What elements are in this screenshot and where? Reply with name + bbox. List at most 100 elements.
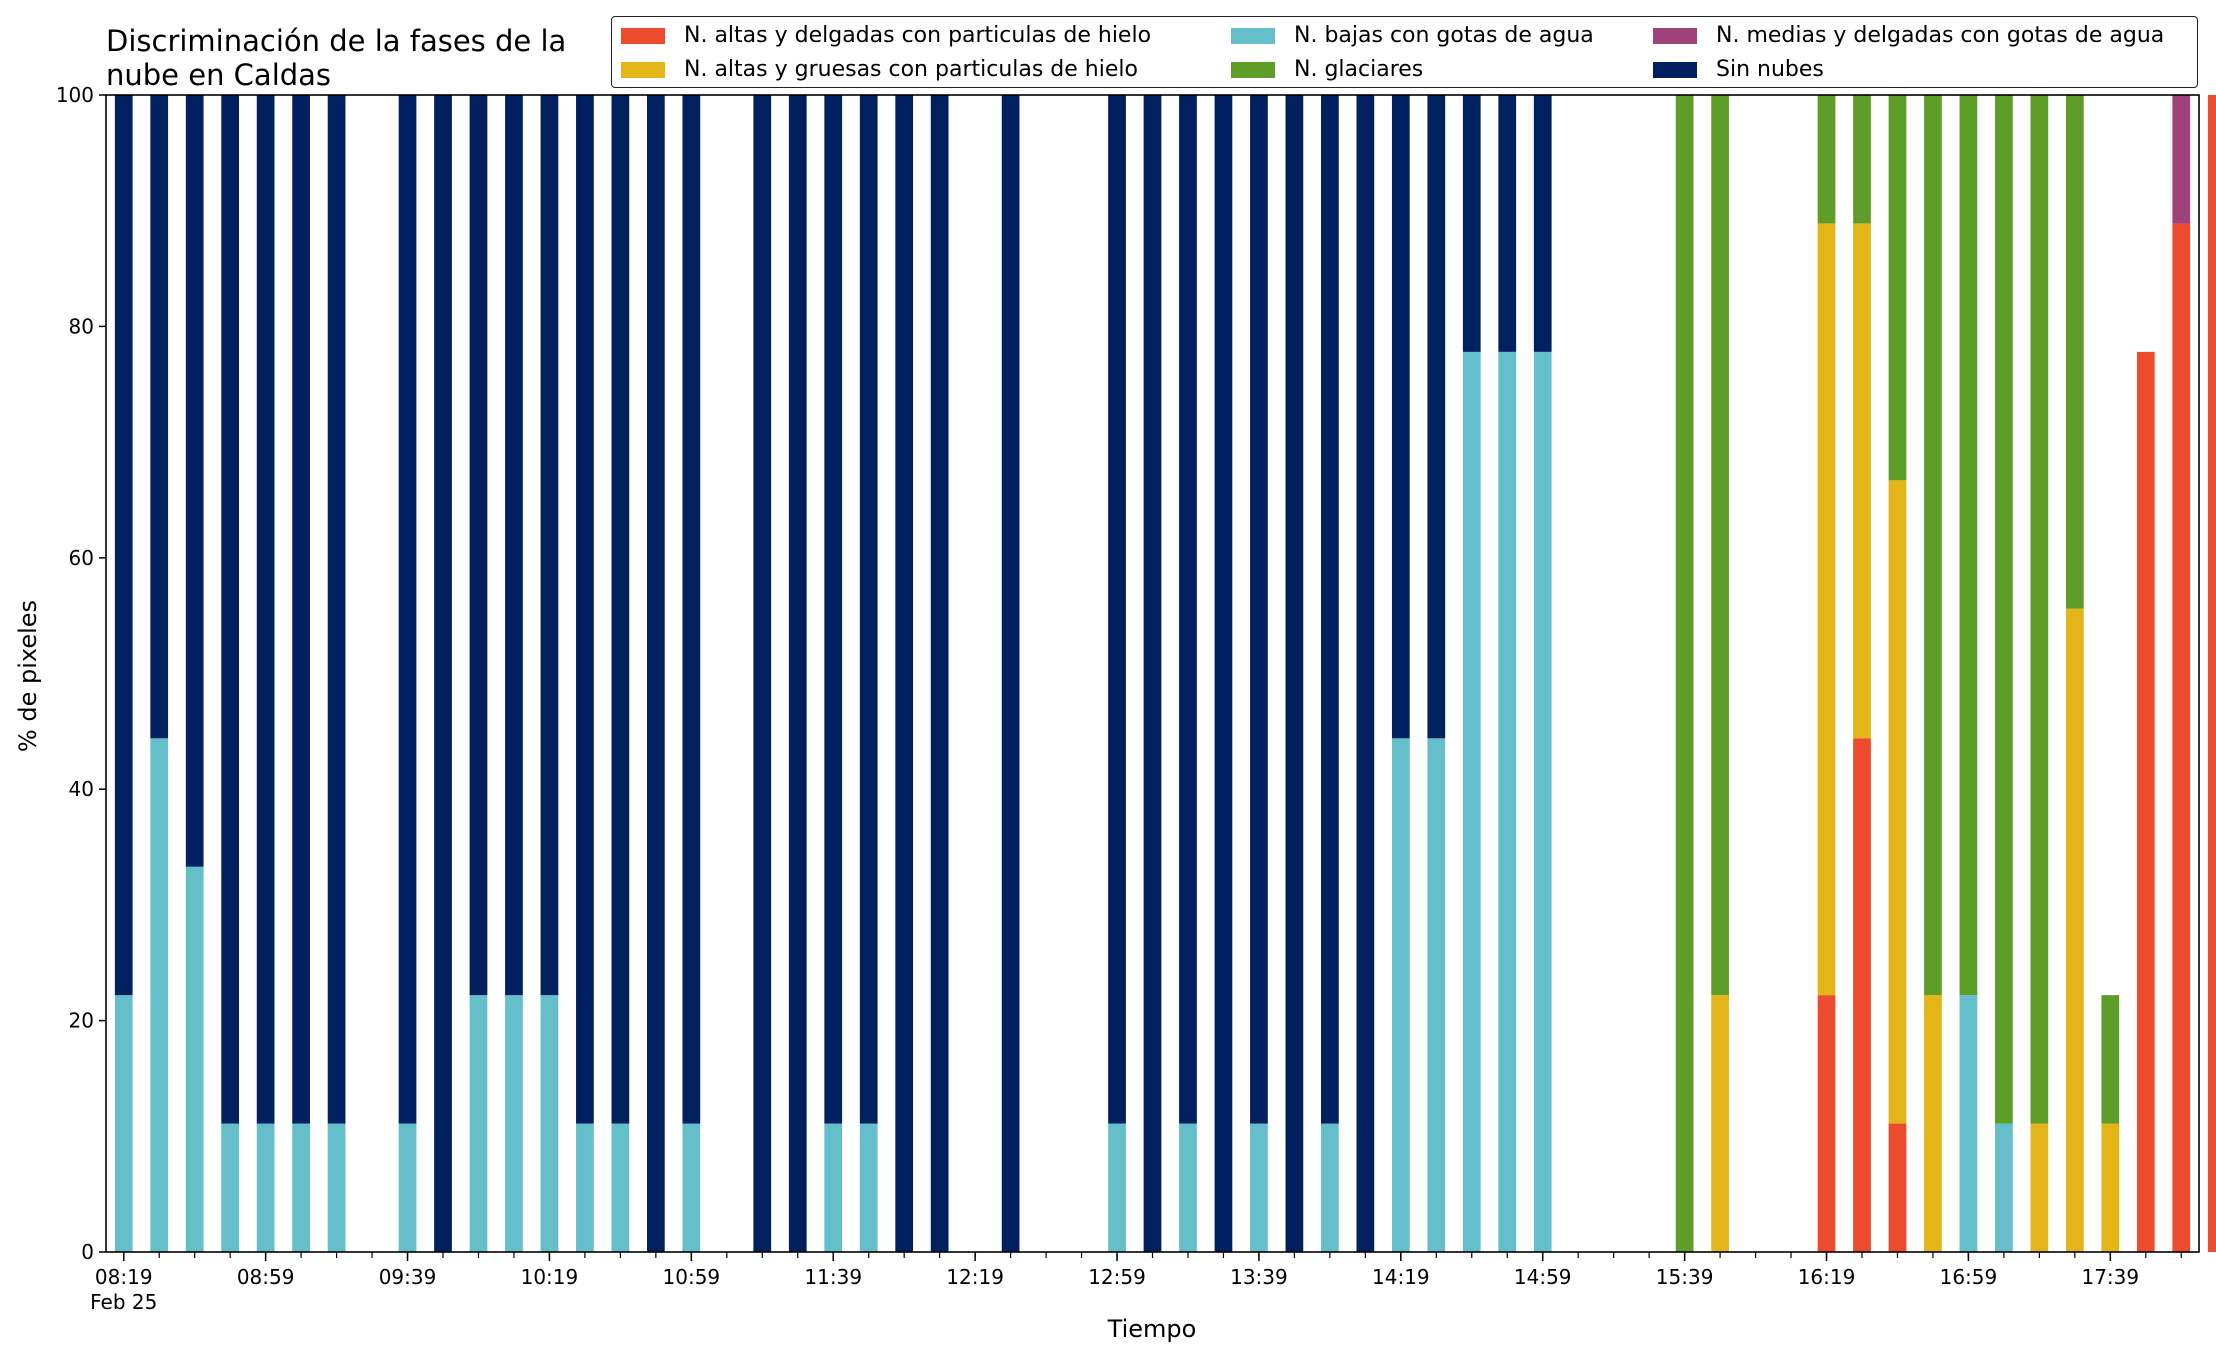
x-tick-label-24: 12:19 [946,1265,1004,1289]
bar-segment-n-bajas-con-gotas-de-agua-3 [221,1123,240,1252]
x-tick-label-36: 14:19 [1372,1265,1430,1289]
legend-swatch-sin-nubes [1653,61,1697,78]
bar-segment-sin-nubes-16 [682,95,701,1124]
bar-segment-n-altas-y-gruesas-con-particulas-de-hielo-45 [1711,995,1729,1252]
bar-segment-n-altas-y-gruesas-con-particulas-de-hielo-55 [2065,608,2084,1252]
y-tick-label-20: 20 [69,1009,94,1033]
bar-segment-sin-nubes-29 [1143,95,1162,1252]
bar-segment-sin-nubes-32 [1250,95,1268,1124]
bar-segment-n-altas-y-delgadas-con-particulas-de-hielo-57 [2136,351,2155,1252]
bar-segment-n-altas-y-gruesas-con-particulas-de-hielo-56 [2101,1123,2120,1252]
bar-segment-n-bajas-con-gotas-de-agua-6 [327,1123,346,1252]
bar-segment-n-bajas-con-gotas-de-agua-53 [1995,1123,2013,1252]
bar-segment-n-bajas-con-gotas-de-agua-5 [292,1123,310,1252]
bar-segment-sin-nubes-2 [185,95,204,867]
bar-segment-sin-nubes-6 [327,95,346,1124]
x-tick-label-40: 14:59 [1514,1265,1572,1289]
bar-segment-sin-nubes-14 [611,95,630,1124]
bar-segment-n-glaciares-44 [1675,95,1694,1252]
bar-segment-n-glaciares-53 [1995,95,2013,1124]
bar-segment-n-altas-y-gruesas-con-particulas-de-hielo-54 [2030,1123,2049,1252]
bar-segment-sin-nubes-39 [1498,95,1517,352]
bar-segment-n-bajas-con-gotas-de-agua-10 [469,995,488,1252]
x-tick-label-16: 10:59 [663,1265,721,1289]
x-tick-label-8: 09:39 [379,1265,437,1289]
bar-segment-n-bajas-con-gotas-de-agua-0 [114,995,133,1252]
bar-segment-n-bajas-con-gotas-de-agua-4 [256,1123,275,1252]
bar-segment-sin-nubes-31 [1214,95,1233,1252]
bar-segment-sin-nubes-20 [824,95,843,1124]
bar-segment-n-bajas-con-gotas-de-agua-52 [1959,995,1978,1252]
bar-segment-n-glaciares-48 [1817,95,1836,224]
bar-segment-n-glaciares-52 [1959,95,1978,996]
x-axis-label: Tiempo [1107,1315,1197,1343]
bar-segment-n-bajas-con-gotas-de-agua-38 [1462,351,1481,1252]
bar-segment-n-bajas-con-gotas-de-agua-2 [185,866,204,1252]
y-axis-label: % de pixeles [14,599,42,753]
bar-segment-n-bajas-con-gotas-de-agua-37 [1427,738,1446,1252]
bar-segment-sin-nubes-25 [1001,95,1020,1252]
bar-segment-n-bajas-con-gotas-de-agua-11 [505,995,523,1252]
bar-segment-n-bajas-con-gotas-de-agua-39 [1498,351,1517,1252]
bar-segment-n-bajas-con-gotas-de-agua-1 [150,738,169,1252]
bar-segment-n-altas-y-gruesas-con-particulas-de-hielo-49 [1853,223,1871,739]
bar-segment-n-bajas-con-gotas-de-agua-28 [1108,1123,1126,1252]
legend-item-medias-delgadas: N. medias y delgadas con gotas de agua [1653,23,2164,48]
y-tick-label-40: 40 [69,777,94,801]
bar-segment-sin-nubes-21 [859,95,878,1124]
legend-swatch-medias-delgadas [1653,27,1697,44]
bar-segment-sin-nubes-19 [788,95,807,1252]
bar-segment-n-bajas-con-gotas-de-agua-12 [540,995,559,1252]
bar-segment-sin-nubes-5 [292,95,310,1124]
bar-segment-n-glaciares-50 [1888,95,1907,481]
bar-segment-n-altas-y-gruesas-con-particulas-de-hielo-48 [1817,223,1836,996]
legend-item-altas-gruesas: N. altas y gruesas con particulas de hie… [621,57,1138,82]
bar-segment-n-bajas-con-gotas-de-agua-21 [859,1123,878,1252]
bar-segment-sin-nubes-38 [1462,95,1481,352]
bar-segment-n-bajas-con-gotas-de-agua-14 [611,1123,630,1252]
x-tick-label-56: 17:39 [2081,1265,2139,1289]
bar-segment-sin-nubes-8 [398,95,417,1124]
bar-segment-n-glaciares-55 [2065,95,2084,609]
bar-segment-n-altas-y-gruesas-con-particulas-de-hielo-51 [1924,995,1942,1252]
bar-segment-n-bajas-con-gotas-de-agua-34 [1321,1123,1339,1252]
bar-segment-sin-nubes-3 [221,95,240,1124]
bar-segment-sin-nubes-15 [646,95,665,1252]
y-tick-label-100: 100 [56,83,94,107]
x-tick-label-48: 16:19 [1798,1265,1856,1289]
y-tick-label-0: 0 [81,1240,94,1264]
chart-legend: N. altas y delgadas con particulas de hi… [611,16,2198,88]
x-tick-label-0: 08:19 [95,1265,153,1289]
bar-segment-sin-nubes-10 [469,95,488,996]
legend-swatch-altas-gruesas [621,61,665,78]
bar-segment-sin-nubes-35 [1356,95,1375,1252]
x-tick-label-4: 08:59 [237,1265,295,1289]
x-tick-label-28: 12:59 [1088,1265,1146,1289]
x-tick-label-52: 16:59 [1940,1265,1998,1289]
bar-segment-sin-nubes-33 [1285,95,1304,1252]
x-tick-label-12: 10:19 [521,1265,579,1289]
bar-segment-sin-nubes-40 [1533,95,1552,352]
bar-segment-n-glaciares-56 [2101,995,2120,1124]
legend-label-bajas-agua: N. bajas con gotas de agua [1294,23,1594,48]
legend-item-sin-nubes: Sin nubes [1653,57,1824,82]
legend-swatch-altas-delgadas [621,27,665,44]
legend-swatch-glaciares [1231,61,1275,78]
bar-segment-sin-nubes-9 [434,95,452,1252]
bar-segment-sin-nubes-28 [1108,95,1126,1124]
bar-segment-n-altas-y-delgadas-con-particulas-de-hielo-58 [2172,223,2191,1252]
legend-label-altas-delgadas: N. altas y delgadas con particulas de hi… [684,23,1152,48]
x-tick-label-32: 13:39 [1230,1265,1288,1289]
bar-segment-sin-nubes-30 [1179,95,1197,1124]
bar-segment-sin-nubes-37 [1427,95,1446,739]
legend-item-altas-delgadas: N. altas y delgadas con particulas de hi… [621,23,1151,48]
bar-segment-sin-nubes-13 [576,95,594,1124]
bar-segment-n-bajas-con-gotas-de-agua-20 [824,1123,843,1252]
x-tick-label-44: 15:39 [1656,1265,1714,1289]
bar-segment-n-altas-y-delgadas-con-particulas-de-hielo-49 [1853,738,1871,1252]
legend-label-medias-delgadas: N. medias y delgadas con gotas de agua [1716,23,2165,48]
bar-segment-sin-nubes-22 [895,95,914,1252]
bar-segment-n-bajas-con-gotas-de-agua-8 [398,1123,417,1252]
bar-segment-n-altas-y-delgadas-con-particulas-de-hielo-48 [1817,995,1836,1252]
